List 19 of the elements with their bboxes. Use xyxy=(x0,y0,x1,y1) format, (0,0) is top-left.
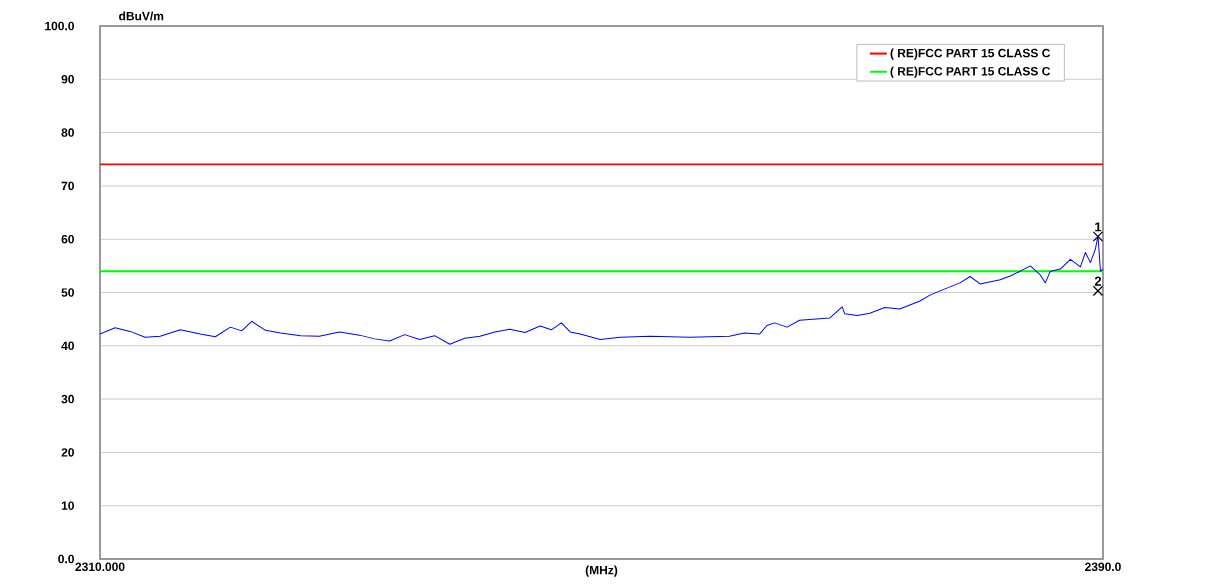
annotation: 1 xyxy=(1095,222,1102,232)
legend-label: ( RE)FCC PART 15 CLASS C xyxy=(890,66,1051,78)
y-tick-label: 20 xyxy=(61,448,74,457)
y-tick-label: 80 xyxy=(61,128,74,137)
y-tick-label: 90 xyxy=(61,75,74,84)
y-tick-label: 60 xyxy=(61,234,74,244)
y-axis-title: dBuV/m xyxy=(119,11,164,21)
y-tick-label: 40 xyxy=(61,341,74,351)
annotation: 2 xyxy=(1094,276,1102,286)
x-axis-title: (MHz) xyxy=(585,565,618,577)
legend-label: ( RE)FCC PART 15 CLASS C xyxy=(890,48,1051,60)
y-tick-label: 30 xyxy=(61,394,74,404)
x-tick-label: 2390.0 xyxy=(1085,562,1121,572)
x-tick-label: 2310.000 xyxy=(75,562,125,572)
y-tick-label: 70 xyxy=(61,181,74,191)
y-tick-label: 10 xyxy=(61,501,74,510)
y-tick-label: 0.0 xyxy=(58,554,74,564)
y-tick-label: 50 xyxy=(61,288,74,297)
y-tick-label: 100.0 xyxy=(45,21,74,31)
